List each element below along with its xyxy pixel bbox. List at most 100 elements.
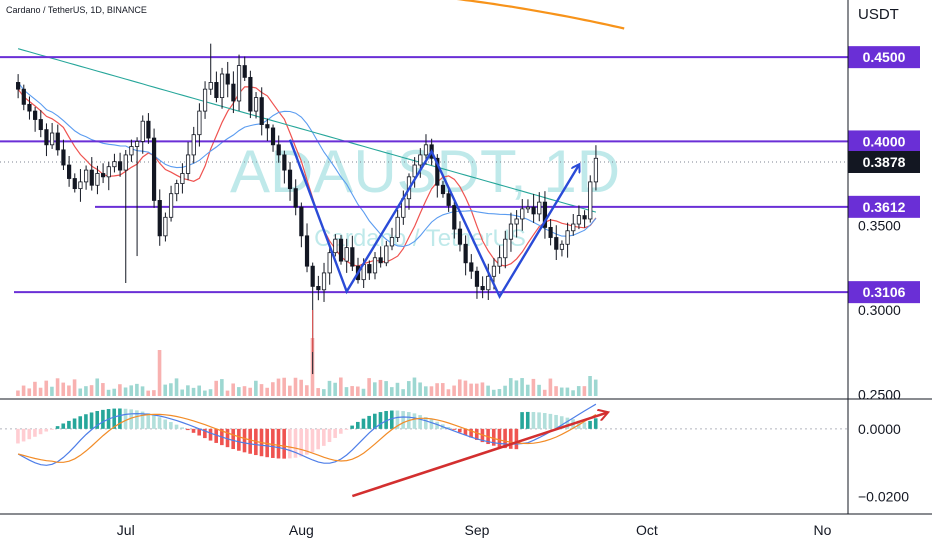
volume-bar	[129, 385, 134, 396]
candle-body	[61, 149, 66, 166]
volume-bar	[231, 383, 235, 396]
candle-body	[72, 178, 77, 190]
candle-body	[270, 127, 276, 146]
macd-histogram-bar	[508, 428, 513, 449]
volume-bar	[486, 385, 490, 396]
macd-tick-label: 0.0000	[858, 421, 901, 437]
macd-histogram-bar	[412, 413, 417, 429]
macd-histogram-bar	[356, 421, 360, 429]
candle-body	[520, 208, 525, 220]
candle-body	[27, 103, 32, 112]
candle-body	[33, 110, 38, 120]
volume-bar	[276, 378, 281, 396]
currency-label: USDT	[858, 6, 899, 23]
candle-body	[457, 228, 463, 245]
volume-bars	[16, 338, 598, 396]
macd-histogram-bar	[129, 409, 134, 429]
candle-body	[497, 257, 502, 267]
macd-histogram-bar	[322, 428, 326, 446]
macd-histogram-bar	[452, 428, 456, 430]
candle-body	[78, 181, 83, 190]
candle-body	[367, 264, 372, 274]
macd-line	[17, 403, 597, 466]
candle-body	[293, 188, 298, 208]
volume-bar	[491, 389, 496, 396]
volume-bar	[440, 383, 445, 396]
volume-bar	[327, 380, 332, 396]
level-label-box	[848, 130, 920, 153]
candle-body	[253, 97, 259, 112]
macd-pane	[0, 403, 848, 498]
volume-bar	[582, 386, 587, 396]
candle-body	[537, 201, 542, 215]
macd-histogram-bar	[152, 415, 156, 429]
volume-bar	[463, 380, 468, 396]
price-tick-label: 0.3500	[858, 218, 901, 234]
volume-bar	[418, 382, 422, 396]
volume-bar	[112, 388, 117, 396]
candle-body	[435, 157, 440, 186]
macd-histogram-bar	[180, 427, 185, 429]
candle-body	[338, 238, 344, 262]
volume-bar	[259, 384, 264, 396]
candle-body	[469, 262, 474, 272]
level-label: 0.4500	[863, 49, 906, 65]
volume-bar	[89, 385, 94, 396]
volume-bar	[293, 377, 298, 396]
candle-body	[191, 134, 196, 156]
macd-histogram-bar	[237, 428, 241, 451]
candle-body	[197, 110, 202, 136]
level-label-box	[848, 281, 920, 304]
candle-body	[21, 88, 26, 105]
volume-bar	[344, 387, 349, 396]
candle-body	[588, 181, 593, 220]
candle-body	[542, 201, 548, 228]
macd-histogram-bar	[457, 428, 462, 433]
candlesticks	[16, 43, 599, 375]
level-label: 0.3106	[863, 284, 906, 300]
volume-bar	[423, 386, 428, 396]
macd-histogram-bar	[16, 428, 20, 444]
macd-histogram-bar	[497, 428, 502, 448]
watermark-name: Cardano / TetherUS	[314, 225, 526, 252]
macd-histogram-bar	[423, 417, 428, 429]
candle-body	[236, 65, 242, 102]
macd-histogram-bar	[537, 412, 541, 429]
candle-body	[146, 120, 151, 139]
macd-histogram-bar	[378, 412, 383, 429]
volume-bar	[95, 378, 100, 396]
candle-body	[559, 243, 565, 250]
macd-histogram-bar	[469, 428, 473, 438]
volume-bar	[265, 387, 269, 396]
candle-body	[202, 88, 208, 112]
level-label-box	[848, 46, 920, 69]
candle-body	[503, 238, 508, 259]
volume-bar	[248, 387, 252, 396]
volume-bar	[435, 383, 439, 396]
candle-body	[372, 257, 378, 274]
volume-bar	[395, 382, 400, 396]
volume-bar	[520, 378, 524, 396]
candle-body	[259, 97, 264, 125]
volume-bar	[135, 383, 139, 396]
candle-body	[554, 237, 559, 250]
macd-histogram-bar	[293, 428, 298, 458]
volume-bar	[373, 382, 377, 396]
volume-bar	[254, 380, 258, 396]
candle-body	[486, 275, 491, 291]
volume-bar	[225, 390, 230, 396]
candle-body	[16, 82, 21, 90]
candle-body	[327, 252, 332, 274]
candle-body	[452, 205, 457, 230]
candle-body	[163, 216, 168, 237]
candle-body	[389, 237, 395, 247]
candle-body	[474, 270, 480, 287]
ma-mid-line	[17, 82, 597, 247]
volume-bar	[508, 378, 513, 396]
volume-bar	[537, 384, 541, 396]
macd-histogram-bar	[333, 428, 337, 438]
macd-histogram-bar	[169, 422, 173, 429]
macd-histogram-bar	[27, 428, 32, 440]
